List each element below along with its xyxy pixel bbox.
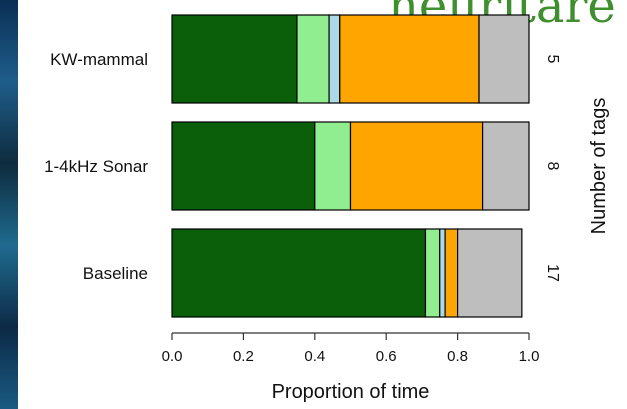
x-tick-label: 0.0 xyxy=(162,348,183,365)
bar-segment xyxy=(296,14,330,104)
bar-segment xyxy=(328,14,341,104)
bar-segment xyxy=(349,121,484,211)
tag-count-label: 17 xyxy=(544,264,561,282)
bar-segment xyxy=(457,228,523,318)
right-y-axis-title: Number of tags xyxy=(588,98,610,235)
background-image-strip xyxy=(0,0,18,409)
category-label: KW-mammal xyxy=(50,50,148,69)
bar-segment xyxy=(478,14,530,104)
bar-segment xyxy=(314,121,352,211)
bar-segment xyxy=(171,228,427,318)
bar-segment xyxy=(171,14,298,104)
labels-group: KW-mammal 5 1-4kHz Sonar 8 Baseline 17 Proport… xyxy=(44,50,610,403)
bar-segment xyxy=(171,121,316,211)
bars-group xyxy=(171,14,530,318)
bar-segment xyxy=(424,228,441,318)
x-tick-label: 0.2 xyxy=(233,348,254,365)
bar-segment xyxy=(444,228,459,318)
bar-segment xyxy=(481,121,530,211)
bar-segment xyxy=(339,14,480,104)
tag-count-label: 8 xyxy=(544,162,561,171)
bar-segment xyxy=(439,228,446,318)
x-tick-label: 0.4 xyxy=(304,348,325,365)
x-tick-label: 1.0 xyxy=(519,348,540,365)
x-axis-title: Proportion of time xyxy=(272,381,430,403)
tag-count-label: 5 xyxy=(544,55,561,64)
category-label: Baseline xyxy=(83,264,148,283)
category-label: 1-4kHz Sonar xyxy=(44,157,148,176)
x-tick-label: 0.6 xyxy=(376,348,397,365)
x-axis: 0.0 0.2 0.4 0.6 0.8 1.0 xyxy=(162,332,540,365)
x-tick-label: 0.8 xyxy=(447,348,468,365)
